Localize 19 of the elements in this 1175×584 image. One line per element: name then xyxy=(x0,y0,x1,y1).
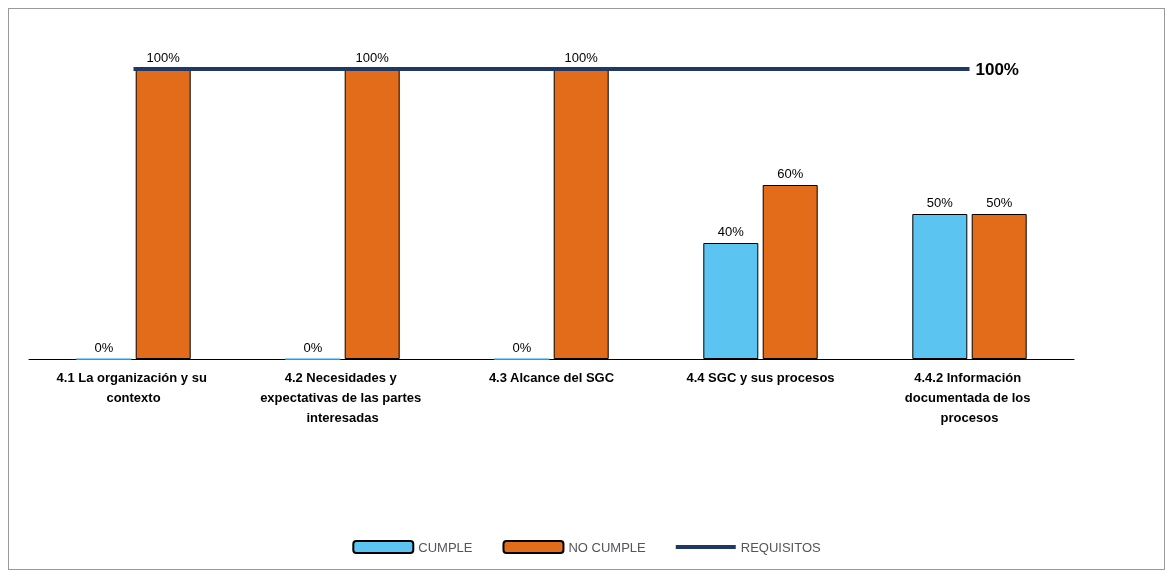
data-label: 0% xyxy=(512,339,532,355)
legend-label: NO CUMPLE xyxy=(568,539,647,555)
data-label: 50% xyxy=(986,195,1013,210)
data-label: 40% xyxy=(717,224,745,239)
data-label: 100% xyxy=(355,50,390,65)
x-tick-label: 4.2 Necesidades y expectativas de las partes interesadas xyxy=(260,369,425,425)
x-tick-label: 4.3 Alcance del SGC xyxy=(488,369,615,385)
data-label: 0% xyxy=(94,339,114,355)
x-tick-label: 4.1 La organización y su contexto xyxy=(56,369,211,405)
legend-label: REQUISITOS xyxy=(740,539,822,555)
data-label: 100% xyxy=(975,59,1019,79)
data-label: 100% xyxy=(564,50,599,65)
data-label: 60% xyxy=(777,166,804,181)
data-label: 100% xyxy=(146,50,181,65)
data-label: 0% xyxy=(303,339,323,355)
x-tick-label: 4.4 SGC y sus procesos xyxy=(686,369,835,385)
data-label: 50% xyxy=(926,195,954,210)
legend-label: CUMPLE xyxy=(418,539,473,555)
x-tick-label: 4.4.2 Información documentada de los procesos xyxy=(904,369,1035,425)
